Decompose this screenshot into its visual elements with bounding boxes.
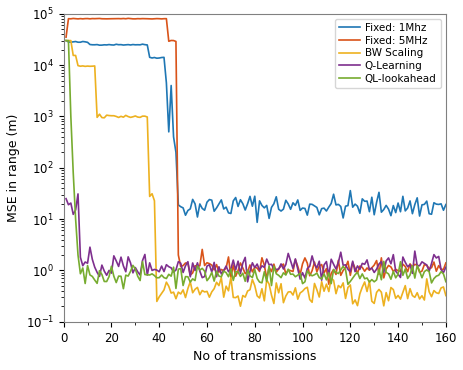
Line: BW Scaling: BW Scaling xyxy=(66,41,445,306)
QL-lookahead xyxy=(425,269,431,274)
Fixed: 5MHz: (133, 1.76): 5MHz: (133, 1.76) xyxy=(378,256,383,260)
BW Scaling xyxy=(442,293,448,298)
QL-lookahead xyxy=(63,38,69,43)
QL-lookahead xyxy=(375,267,381,272)
Q-Learning xyxy=(442,265,448,269)
Fixed: 5MHz: (34, 8.02e+04): 5MHz: (34, 8.02e+04) xyxy=(142,16,147,21)
Fixed: 1Mhz: (1, 3e+04): 1Mhz: (1, 3e+04) xyxy=(63,38,69,43)
Fixed: 5MHz: (111, 0.539): 5MHz: (111, 0.539) xyxy=(325,282,331,286)
Q-Learning xyxy=(278,262,283,266)
QL-lookahead xyxy=(311,273,317,277)
Q-Learning xyxy=(63,196,69,201)
Fixed: 1Mhz: (33, 2.56e+04): 1Mhz: (33, 2.56e+04) xyxy=(139,42,145,46)
Fixed: 1Mhz: (105, 18): 1Mhz: (105, 18) xyxy=(311,204,317,208)
Q-Learning xyxy=(75,192,81,196)
Line: Fixed: 1Mhz: Fixed: 1Mhz xyxy=(66,41,445,222)
BW Scaling xyxy=(311,281,317,286)
Q-Learning xyxy=(244,280,250,284)
Q-Learning xyxy=(378,259,383,264)
Fixed: 5MHz: (154, 1.13): 5MHz: (154, 1.13) xyxy=(428,266,433,270)
QL-lookahead xyxy=(275,273,281,278)
Y-axis label: MSE in range (m): MSE in range (m) xyxy=(7,114,20,222)
Fixed: 5MHz: (90, 1.07): 5MHz: (90, 1.07) xyxy=(275,267,281,271)
Q-Learning xyxy=(173,268,178,272)
Fixed: 5MHz: (27, 8.14e+04): 5MHz: (27, 8.14e+04) xyxy=(125,16,131,21)
Fixed: 1Mhz: (81, 8.64): 1Mhz: (81, 8.64) xyxy=(254,220,259,225)
BW Scaling xyxy=(63,38,69,43)
Q-Learning xyxy=(142,252,147,257)
Fixed: 1Mhz: (46, 400): 1Mhz: (46, 400) xyxy=(170,135,176,139)
BW Scaling xyxy=(170,290,176,295)
Fixed: 5MHz: (105, 1.45): 5MHz: (105, 1.45) xyxy=(311,260,317,264)
Fixed: 1Mhz: (90, 15.6): 1Mhz: (90, 15.6) xyxy=(275,207,281,211)
Legend: Fixed: 1Mhz, Fixed: 5MHz, BW Scaling, Q-Learning, QL-lookahead: Fixed: 1Mhz, Fixed: 5MHz, BW Scaling, Q-… xyxy=(334,19,440,88)
BW Scaling xyxy=(425,290,431,294)
Fixed: 5MHz: (1, 3.5e+04): 5MHz: (1, 3.5e+04) xyxy=(63,35,69,39)
QL-lookahead xyxy=(142,272,147,277)
Q-Learning xyxy=(428,261,433,266)
QL-lookahead xyxy=(442,279,448,284)
BW Scaling xyxy=(275,290,281,295)
Fixed: 1Mhz: (153, 12.7): 1Mhz: (153, 12.7) xyxy=(425,212,431,216)
BW Scaling xyxy=(375,287,381,292)
Line: Fixed: 5MHz: Fixed: 5MHz xyxy=(66,18,445,284)
QL-lookahead xyxy=(120,286,126,291)
Line: Q-Learning: Q-Learning xyxy=(66,194,445,282)
X-axis label: No of transmissions: No of transmissions xyxy=(193,350,316,363)
Fixed: 1Mhz: (132, 33.2): 1Mhz: (132, 33.2) xyxy=(375,190,381,195)
BW Scaling xyxy=(139,114,145,118)
Fixed: 5MHz: (160, 1.4): 5MHz: (160, 1.4) xyxy=(442,261,448,265)
Q-Learning xyxy=(313,266,319,270)
Fixed: 5MHz: (47, 2.89e+04): 5MHz: (47, 2.89e+04) xyxy=(173,39,178,44)
Fixed: 1Mhz: (160, 19.2): 1Mhz: (160, 19.2) xyxy=(442,202,448,207)
Line: QL-lookahead: QL-lookahead xyxy=(66,41,445,289)
BW Scaling xyxy=(237,304,243,309)
QL-lookahead xyxy=(173,286,178,291)
